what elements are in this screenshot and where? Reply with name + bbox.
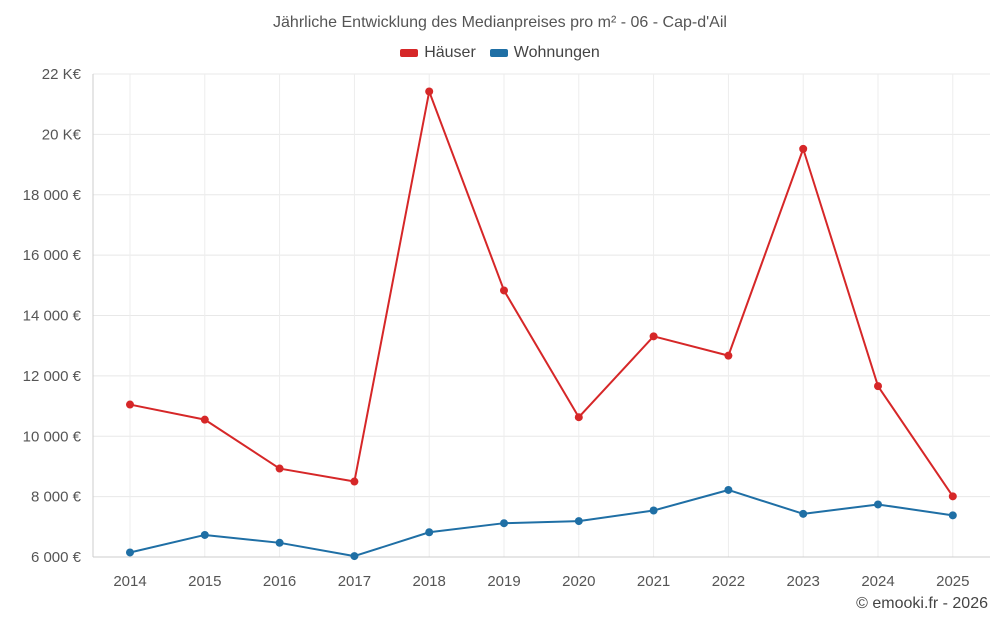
y-tick-label: 6 000 €	[31, 549, 82, 566]
data-point-wohnungen[interactable]	[574, 517, 583, 526]
x-tick-label: 2018	[413, 573, 446, 590]
y-tick-label: 18 000 €	[23, 187, 82, 204]
data-point-wohnungen[interactable]	[126, 548, 134, 557]
series-line-haeuser	[129, 90, 954, 497]
legend-item-wohnungen[interactable]: Wohnungen	[489, 44, 600, 62]
legend-label-wohnungen: Wohnungen	[513, 44, 600, 61]
x-tick-label: 2021	[637, 573, 670, 590]
y-tick-label: 14 000 €	[23, 308, 82, 325]
data-point-wohnungen[interactable]	[425, 528, 434, 537]
x-tick-label: 2022	[712, 573, 745, 590]
x-tick-label: 2014	[113, 573, 146, 590]
y-tick-label: 22 K€	[42, 66, 82, 83]
data-point-haeuser[interactable]	[275, 464, 284, 473]
x-tick-label: 2019	[487, 573, 520, 590]
legend: Häuser Wohnungen	[0, 44, 1000, 62]
data-point-haeuser[interactable]	[724, 351, 733, 360]
x-tick-label: 2017	[338, 573, 371, 590]
chart-title: Jährliche Entwicklung des Medianpreises …	[273, 14, 727, 31]
x-tick-label: 2024	[861, 573, 894, 590]
data-point-haeuser[interactable]	[574, 413, 583, 422]
data-point-haeuser[interactable]	[350, 477, 359, 486]
legend-swatch-haeuser	[400, 49, 419, 57]
data-point-wohnungen[interactable]	[799, 509, 808, 518]
y-tick-label: 20 K€	[42, 126, 82, 143]
x-tick-label: 2025	[936, 573, 969, 590]
credit-text: © emooki.fr - 2026	[856, 595, 988, 612]
y-tick-label: 8 000 €	[31, 489, 82, 506]
x-tick-label: 2016	[263, 573, 296, 590]
x-tick-label: 2023	[787, 573, 820, 590]
data-point-haeuser[interactable]	[500, 286, 508, 295]
data-point-wohnungen[interactable]	[275, 538, 284, 547]
y-tick-label: 16 000 €	[23, 247, 82, 264]
data-point-haeuser[interactable]	[799, 144, 808, 153]
legend-label-haeuser: Häuser	[424, 44, 476, 61]
data-point-wohnungen[interactable]	[874, 500, 882, 509]
data-point-haeuser[interactable]	[948, 492, 957, 501]
data-point-haeuser[interactable]	[200, 415, 209, 424]
data-point-haeuser[interactable]	[126, 400, 134, 409]
data-point-wohnungen[interactable]	[649, 506, 658, 515]
legend-swatch-wohnungen	[489, 49, 508, 57]
y-tick-label: 10 000 €	[23, 428, 82, 445]
series-line-wohnungen	[129, 488, 953, 558]
data-point-wohnungen[interactable]	[724, 485, 733, 494]
x-tick-label: 2015	[188, 573, 221, 590]
data-point-wohnungen[interactable]	[350, 552, 359, 561]
data-point-haeuser[interactable]	[649, 332, 658, 341]
legend-item-haeuser[interactable]: Häuser	[400, 44, 476, 62]
data-point-haeuser[interactable]	[874, 382, 882, 391]
x-tick-label: 2020	[562, 573, 595, 590]
y-tick-label: 12 000 €	[23, 368, 82, 385]
data-point-wohnungen[interactable]	[500, 519, 508, 528]
data-point-wohnungen[interactable]	[948, 511, 957, 520]
data-point-wohnungen[interactable]	[200, 530, 209, 539]
data-point-haeuser[interactable]	[425, 87, 434, 96]
